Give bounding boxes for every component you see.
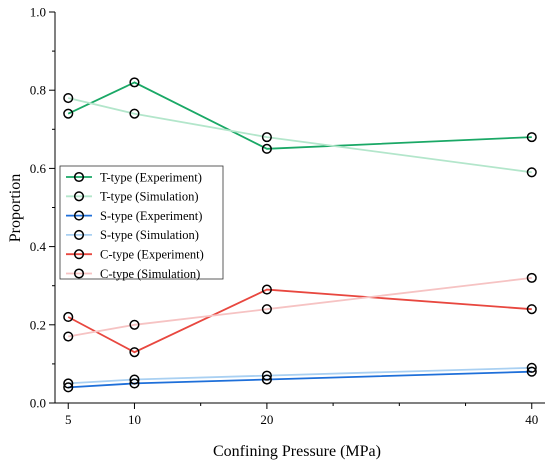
data-point: [526, 366, 537, 377]
legend-swatch-marker: [73, 191, 85, 202]
x-tick-label: 20: [260, 412, 273, 427]
x-tick-label: 40: [525, 412, 538, 427]
data-point: [63, 108, 74, 119]
data-point: [526, 362, 537, 373]
data-point: [129, 347, 140, 358]
data-point: [63, 311, 74, 323]
legend-swatch-marker: [73, 210, 85, 221]
series-markers: [63, 77, 537, 393]
x-tick-label: 10: [128, 412, 141, 427]
data-point: [129, 108, 140, 119]
data-point: [63, 92, 74, 104]
data-point: [63, 331, 74, 342]
series-line-3: [68, 366, 532, 385]
axes: 5 10 20 40 0.0 0.2 0.4 0.6 0.8 1.0: [30, 5, 545, 427]
data-point: [261, 374, 272, 385]
series-line-2: [68, 370, 532, 389]
data-point: [129, 319, 140, 330]
y-tick-label: 0.0: [30, 396, 46, 411]
series-line-0: [67, 81, 532, 150]
series-line-1: [67, 97, 532, 174]
series-line-5: [68, 277, 532, 338]
data-point: [129, 77, 140, 88]
y-tick-label: 1.0: [30, 5, 46, 20]
legend-swatch-marker: [73, 249, 85, 260]
x-axis-label: Confining Pressure (MPa): [213, 443, 381, 460]
data-point: [129, 378, 140, 389]
data-point: [261, 132, 272, 143]
legend-label: S-type (Experiment): [100, 209, 202, 223]
data-point: [261, 284, 272, 295]
data-point: [526, 304, 537, 315]
y-axis-label: Proportion: [7, 174, 24, 242]
data-point: [63, 382, 74, 393]
data-point: [261, 370, 272, 381]
legend-label: S-type (Simulation): [100, 228, 199, 242]
data-point: [526, 167, 537, 178]
y-tick-label: 0.8: [30, 83, 46, 98]
legend-label: C-type (Simulation): [100, 267, 200, 281]
data-point: [526, 132, 537, 143]
y-tick-label: 0.6: [30, 161, 47, 176]
legend: T-type (Experiment) T-type (Simulation) S-…: [59, 165, 224, 281]
data-point: [526, 272, 537, 283]
legend-label: C-type (Experiment): [100, 248, 204, 262]
y-tick-label: 0.4: [30, 239, 47, 254]
data-point: [261, 304, 272, 315]
legend-swatch-marker: [73, 171, 85, 183]
data-point: [261, 143, 272, 154]
data-point: [63, 378, 74, 389]
legend-swatch-marker: [73, 268, 85, 279]
legend-swatch-marker: [73, 229, 85, 240]
x-tick-label: 5: [65, 412, 72, 427]
legend-label: T-type (Simulation): [100, 190, 199, 204]
data-point: [129, 374, 140, 385]
legend-label: T-type (Experiment): [100, 170, 202, 184]
series-lines: [67, 81, 532, 389]
y-tick-label: 0.2: [30, 317, 46, 332]
legend-box: [59, 165, 224, 280]
series-line-4: [67, 288, 532, 354]
